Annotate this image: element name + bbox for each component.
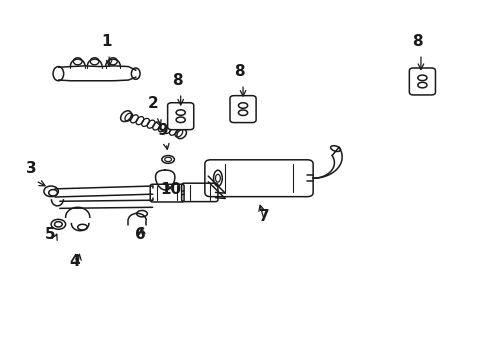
Text: 8: 8 xyxy=(234,64,244,79)
Text: 4: 4 xyxy=(69,254,80,269)
FancyBboxPatch shape xyxy=(408,68,435,95)
FancyBboxPatch shape xyxy=(167,103,193,130)
Text: 10: 10 xyxy=(160,182,181,197)
Text: 2: 2 xyxy=(147,96,158,111)
Text: 8: 8 xyxy=(172,73,183,88)
Text: 5: 5 xyxy=(45,227,55,242)
Text: 7: 7 xyxy=(258,209,268,224)
Text: 1: 1 xyxy=(102,34,112,49)
FancyBboxPatch shape xyxy=(229,96,256,123)
Text: 6: 6 xyxy=(135,227,145,242)
Text: 3: 3 xyxy=(25,161,36,176)
Text: 8: 8 xyxy=(411,34,422,49)
Text: 9: 9 xyxy=(157,123,167,138)
